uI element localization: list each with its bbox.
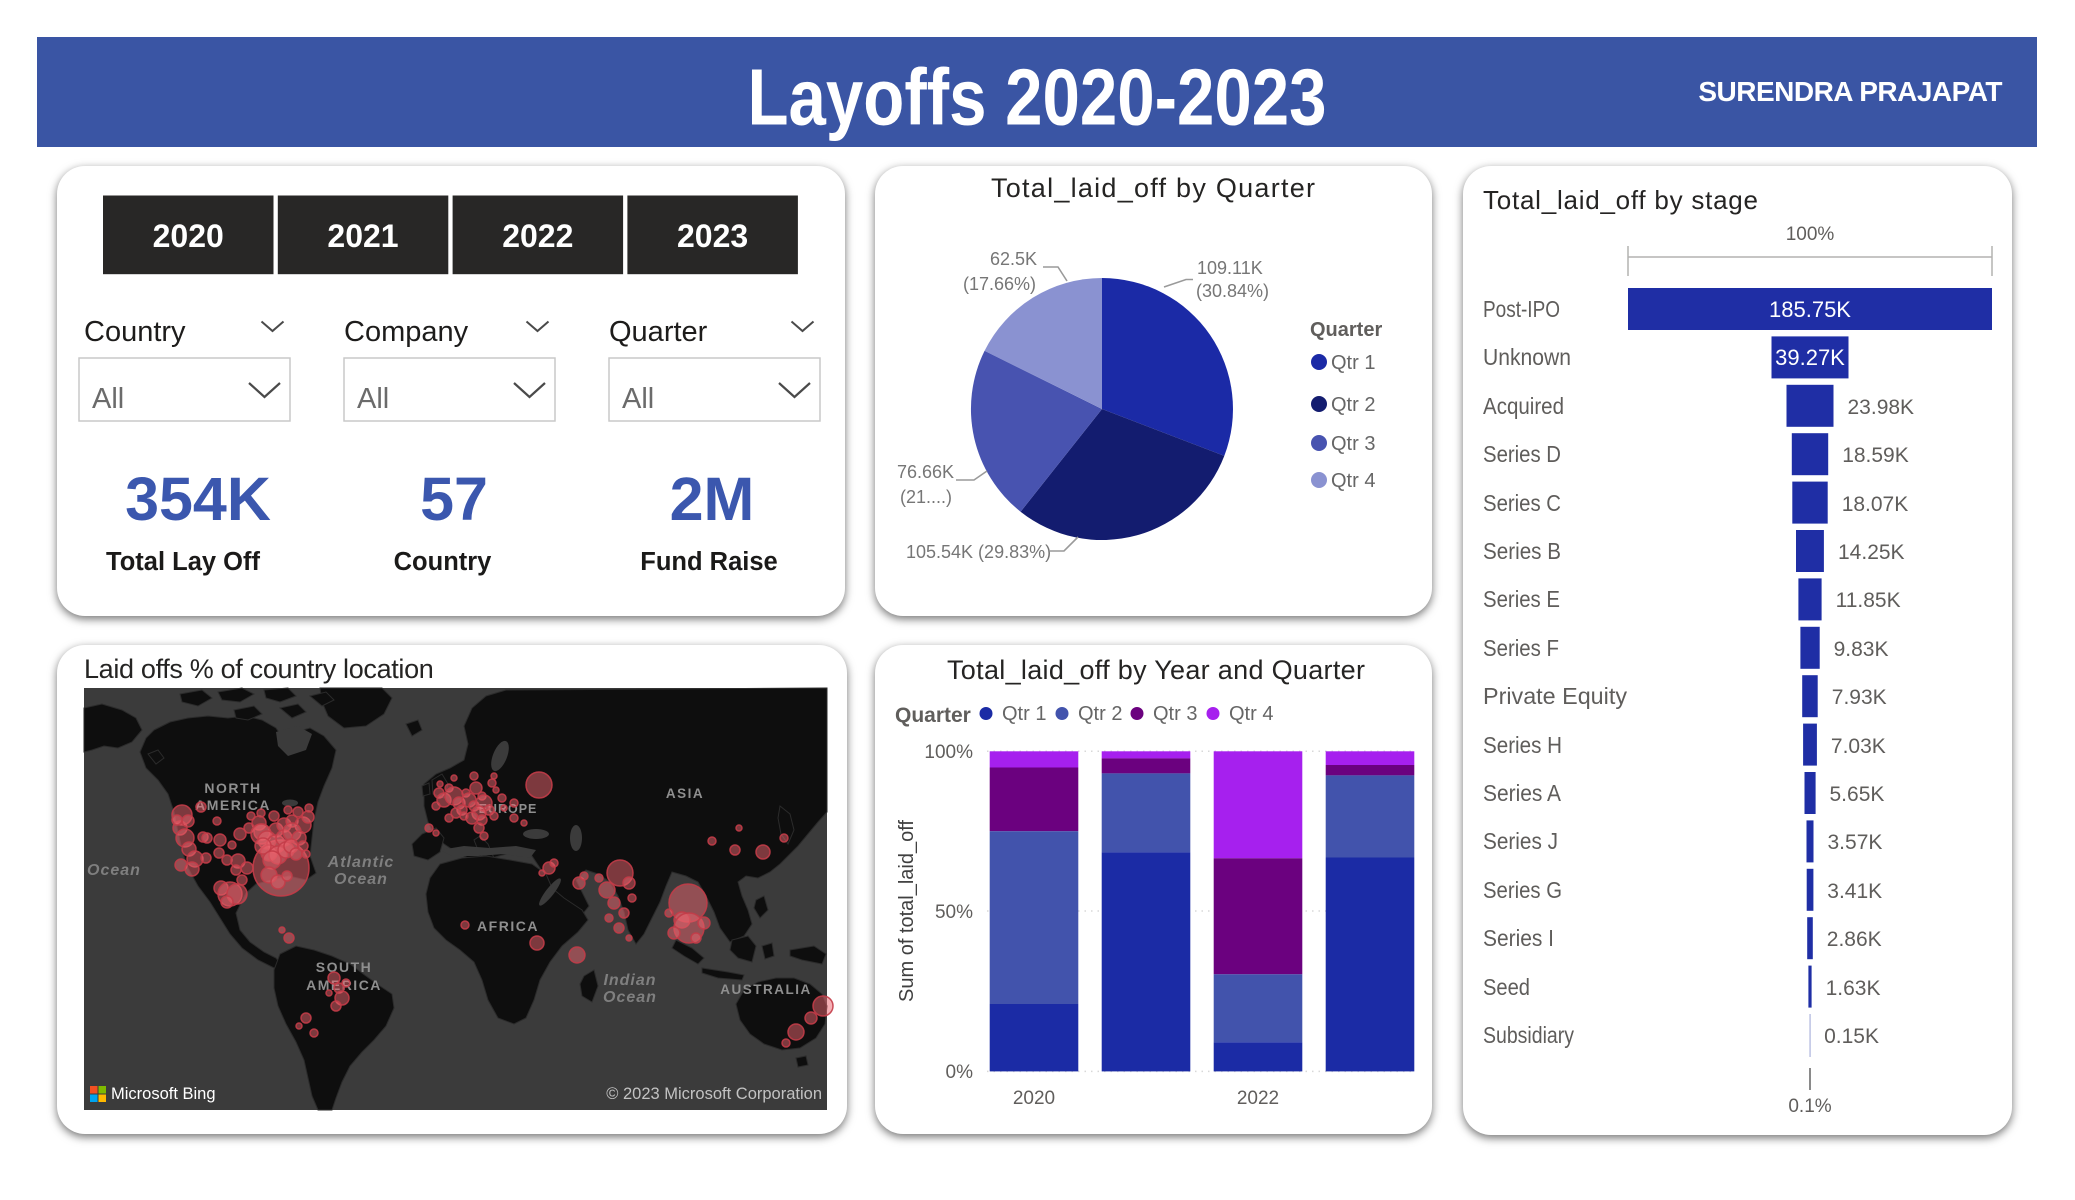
svg-text:Country: Country	[394, 548, 493, 576]
svg-text:Seed: Seed	[1483, 974, 1530, 1000]
svg-text:0%: 0%	[946, 1062, 974, 1083]
svg-text:Private Equity: Private Equity	[1483, 683, 1627, 709]
svg-text:(21....): (21....)	[900, 487, 952, 507]
svg-text:Series A: Series A	[1483, 780, 1562, 806]
svg-text:Laid offs % of country locatio: Laid offs % of country location	[84, 654, 434, 684]
svg-text:ASIA: ASIA	[666, 786, 704, 801]
svg-text:Total Lay Off: Total Lay Off	[106, 548, 260, 576]
svg-text:All: All	[357, 383, 389, 415]
svg-text:Series G: Series G	[1483, 877, 1562, 903]
svg-text:3.41K: 3.41K	[1827, 880, 1882, 903]
svg-text:18.59K: 18.59K	[1842, 444, 1909, 467]
svg-text:Quarter: Quarter	[1310, 319, 1382, 341]
svg-text:NORTH: NORTH	[204, 780, 261, 796]
svg-text:9.83K: 9.83K	[1834, 638, 1889, 661]
svg-text:Quarter: Quarter	[609, 316, 708, 348]
svg-text:All: All	[92, 383, 124, 415]
svg-text:100%: 100%	[1786, 224, 1835, 245]
svg-text:100%: 100%	[924, 742, 973, 763]
svg-text:Indian: Indian	[603, 972, 656, 989]
svg-text:14.25K: 14.25K	[1838, 541, 1905, 564]
svg-text:SOUTH: SOUTH	[316, 959, 373, 975]
svg-text:2.86K: 2.86K	[1827, 928, 1882, 951]
svg-text:Series D: Series D	[1483, 441, 1561, 467]
svg-text:2020: 2020	[153, 218, 224, 254]
svg-text:Total_laid_off by Year and Qua: Total_laid_off by Year and Quarter	[947, 655, 1365, 685]
svg-text:Total_laid_off by Quarter: Total_laid_off by Quarter	[991, 173, 1315, 203]
svg-text:105.54K (29.83%): 105.54K (29.83%)	[906, 542, 1051, 562]
svg-text:AMERICA: AMERICA	[195, 797, 271, 813]
svg-text:Fund Raise: Fund Raise	[640, 548, 777, 576]
svg-text:2021: 2021	[327, 218, 398, 254]
svg-text:354K: 354K	[125, 465, 271, 533]
svg-text:Sum of total_laid_off: Sum of total_laid_off	[896, 820, 918, 1002]
svg-text:Total_laid_off by stage: Total_laid_off by stage	[1483, 185, 1758, 215]
svg-text:0.1%: 0.1%	[1788, 1096, 1831, 1117]
svg-text:18.07K: 18.07K	[1842, 493, 1909, 516]
svg-text:Qtr 2: Qtr 2	[1331, 394, 1375, 416]
svg-text:Ocean: Ocean	[87, 862, 141, 879]
svg-text:76.66K: 76.66K	[897, 462, 954, 482]
svg-text:Company: Company	[344, 316, 469, 348]
svg-text:1.63K: 1.63K	[1826, 977, 1881, 1000]
svg-text:Subsidiary: Subsidiary	[1483, 1022, 1574, 1048]
svg-text:AUSTRALIA: AUSTRALIA	[720, 982, 812, 997]
svg-text:Qtr 1: Qtr 1	[1002, 703, 1046, 725]
svg-text:(17.66%): (17.66%)	[963, 274, 1036, 294]
svg-text:Qtr 4: Qtr 4	[1229, 703, 1273, 725]
svg-text:Ocean: Ocean	[334, 871, 388, 888]
svg-text:11.85K: 11.85K	[1836, 589, 1901, 612]
svg-text:Series J: Series J	[1483, 828, 1558, 854]
svg-text:57: 57	[420, 465, 488, 533]
svg-text:7.03K: 7.03K	[1831, 735, 1886, 758]
svg-text:2M: 2M	[670, 465, 755, 533]
svg-text:Series I: Series I	[1483, 925, 1554, 951]
svg-text:50%: 50%	[935, 902, 973, 923]
svg-text:0.15K: 0.15K	[1824, 1025, 1879, 1048]
svg-text:2022: 2022	[1237, 1088, 1279, 1109]
svg-text:3.57K: 3.57K	[1828, 831, 1883, 854]
svg-text:2023: 2023	[677, 218, 748, 254]
svg-text:Series C: Series C	[1483, 490, 1561, 516]
svg-text:Quarter: Quarter	[895, 704, 971, 727]
svg-text:AFRICA: AFRICA	[477, 918, 539, 934]
svg-text:185.75K: 185.75K	[1769, 297, 1851, 322]
svg-text:Series E: Series E	[1483, 586, 1560, 612]
svg-text:Atlantic: Atlantic	[327, 854, 395, 871]
svg-text:Qtr 3: Qtr 3	[1331, 433, 1375, 455]
svg-text:Qtr 3: Qtr 3	[1153, 703, 1197, 725]
svg-text:62.5K: 62.5K	[990, 249, 1037, 269]
svg-text:Post-IPO: Post-IPO	[1483, 296, 1560, 322]
svg-text:7.93K: 7.93K	[1832, 686, 1887, 709]
svg-text:Series H: Series H	[1483, 732, 1562, 758]
svg-text:Series F: Series F	[1483, 635, 1559, 661]
svg-text:Qtr 2: Qtr 2	[1078, 703, 1122, 725]
svg-text:Ocean: Ocean	[603, 989, 657, 1006]
svg-text:Qtr 4: Qtr 4	[1331, 470, 1375, 492]
svg-text:2022: 2022	[502, 218, 573, 254]
svg-text:Country: Country	[84, 316, 186, 348]
svg-text:2020: 2020	[1013, 1088, 1055, 1109]
svg-text:Acquired: Acquired	[1483, 393, 1564, 419]
svg-text:39.27K: 39.27K	[1775, 345, 1845, 370]
svg-text:© 2023 Microsoft Corporation: © 2023 Microsoft Corporation	[606, 1085, 822, 1103]
svg-text:Qtr 1: Qtr 1	[1331, 352, 1375, 374]
svg-text:(30.84%): (30.84%)	[1196, 281, 1269, 301]
svg-text:Microsoft Bing: Microsoft Bing	[111, 1085, 216, 1103]
svg-text:All: All	[622, 383, 654, 415]
svg-text:5.65K: 5.65K	[1830, 783, 1885, 806]
svg-text:Series B: Series B	[1483, 538, 1561, 564]
svg-text:23.98K: 23.98K	[1848, 396, 1915, 419]
svg-text:109.11K: 109.11K	[1197, 258, 1263, 278]
svg-text:Unknown: Unknown	[1483, 344, 1571, 370]
